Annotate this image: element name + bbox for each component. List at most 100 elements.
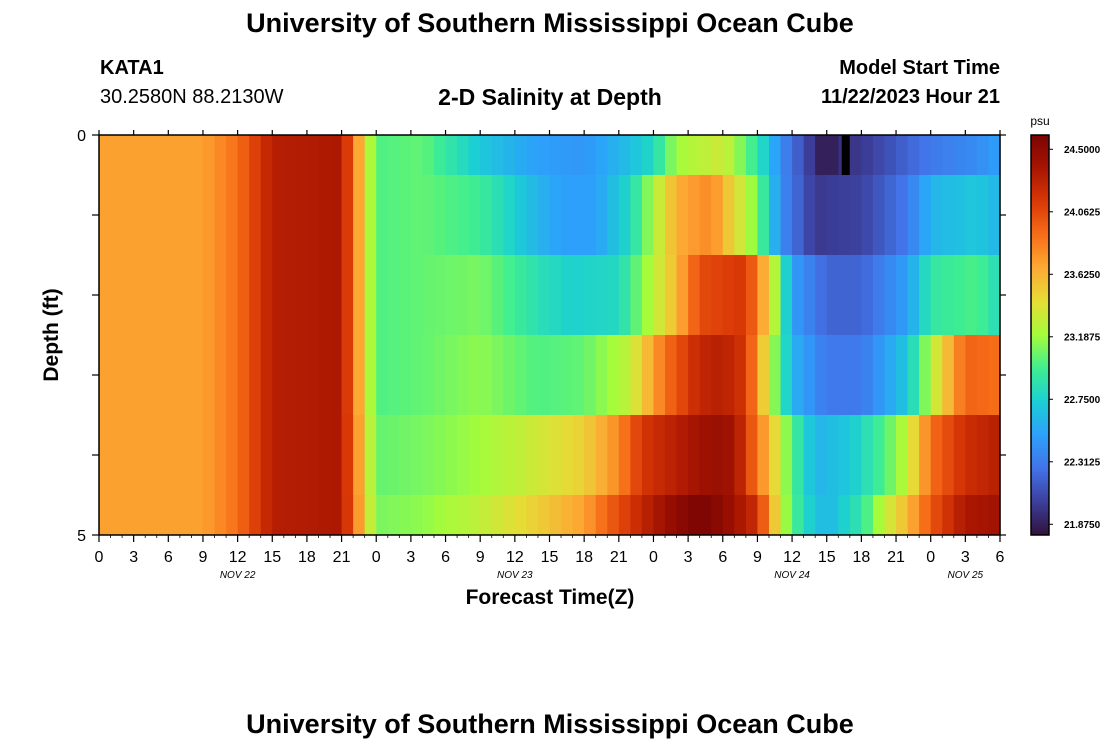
heatmap-cell — [399, 495, 412, 535]
heatmap-cell — [503, 495, 516, 535]
heatmap-cell — [237, 175, 250, 255]
heatmap-cell — [803, 335, 816, 415]
heatmap-cell — [445, 175, 458, 255]
heatmap-cell — [387, 135, 400, 175]
heatmap-cell — [214, 335, 227, 415]
heatmap-cell — [549, 335, 562, 415]
heatmap-cell — [318, 135, 331, 175]
colorbar-label: 22.3125 — [1064, 457, 1100, 468]
heatmap-cell — [722, 415, 735, 495]
heatmap-cell — [653, 255, 666, 335]
heatmap-cell — [792, 255, 805, 335]
colorbar-label: 23.6250 — [1064, 270, 1100, 281]
heatmap-cell — [930, 255, 943, 335]
x-tick-label: 9 — [753, 549, 762, 566]
heatmap-cell — [353, 255, 366, 335]
heatmap-cell — [803, 255, 816, 335]
heatmap-cell — [179, 135, 193, 175]
heatmap-cell — [988, 135, 1001, 175]
heatmap-cell — [249, 495, 262, 535]
heatmap-cell — [942, 415, 955, 495]
heatmap-cells — [99, 135, 1001, 535]
heatmap-cell — [272, 495, 285, 535]
heatmap-cell — [838, 495, 851, 535]
heatmap-cell — [653, 135, 666, 175]
x-tick-label: 0 — [926, 549, 935, 566]
heatmap-cell — [226, 335, 239, 415]
heatmap-cell — [133, 495, 146, 535]
heatmap-cell — [884, 135, 897, 175]
heatmap-cell — [110, 495, 123, 535]
heatmap-cell — [641, 415, 655, 495]
heatmap-cell — [445, 335, 458, 415]
heatmap-cell — [988, 335, 1001, 415]
heatmap-cell — [537, 255, 551, 335]
heatmap-cell — [745, 335, 759, 415]
x-tick-label: 3 — [961, 549, 970, 566]
heatmap-cell — [457, 135, 470, 175]
heatmap-cell — [330, 255, 343, 335]
heatmap-cell — [260, 175, 273, 255]
heatmap-cell — [283, 255, 296, 335]
heatmap-cell — [249, 135, 262, 175]
heatmap-cell — [468, 415, 481, 495]
heatmap-cell — [376, 335, 389, 415]
heatmap-cell — [491, 415, 504, 495]
heatmap-cell — [283, 135, 296, 175]
heatmap-cell — [561, 415, 574, 495]
heatmap-cell — [122, 415, 135, 495]
heatmap-cell — [872, 335, 886, 415]
heatmap-cell — [688, 135, 701, 175]
heatmap-cell — [595, 135, 608, 175]
heatmap-cell — [295, 335, 308, 415]
heatmap-cell — [780, 335, 793, 415]
heatmap-cell — [433, 415, 447, 495]
x-tick-label: 3 — [684, 549, 693, 566]
heatmap-cell — [641, 255, 655, 335]
station-coordinates: 30.2580N 88.2130W — [100, 86, 284, 108]
heatmap-cell — [861, 135, 874, 175]
heatmap-cell — [618, 495, 631, 535]
heatmap-cell — [734, 255, 747, 335]
heatmap-cell — [849, 175, 862, 255]
heatmap-cell — [168, 495, 181, 535]
heatmap-cell — [896, 135, 909, 175]
heatmap-cell — [919, 255, 932, 335]
heatmap-cell — [584, 495, 597, 535]
heatmap-cell — [457, 335, 470, 415]
heatmap-cell — [295, 175, 308, 255]
x-tick-label: 0 — [372, 549, 381, 566]
heatmap-cell — [826, 335, 839, 415]
heatmap-cell — [422, 335, 435, 415]
heatmap-cell — [988, 415, 1001, 495]
heatmap-cell — [722, 175, 735, 255]
heatmap-cell — [202, 495, 216, 535]
heatmap-cell — [283, 415, 296, 495]
heatmap-cell — [433, 255, 447, 335]
heatmap-cell — [618, 335, 631, 415]
heatmap-cell — [202, 175, 216, 255]
heatmap-cell — [214, 495, 227, 535]
heatmap-cell — [768, 415, 782, 495]
heatmap-cell — [676, 495, 689, 535]
heatmap-cell — [399, 255, 412, 335]
heatmap-cell — [838, 335, 851, 415]
heatmap-cell — [318, 495, 331, 535]
heatmap-cell — [468, 175, 481, 255]
heatmap-cell — [191, 495, 204, 535]
heatmap-cell — [641, 495, 655, 535]
heatmap-cell — [503, 255, 516, 335]
heatmap-cell — [480, 255, 493, 335]
heatmap-cell — [618, 255, 631, 335]
heatmap-cell — [537, 175, 551, 255]
heatmap-cell — [618, 175, 631, 255]
heatmap-cell — [803, 175, 816, 255]
heatmap-cell — [711, 175, 724, 255]
heatmap-cell — [826, 495, 839, 535]
heatmap-cell — [792, 335, 805, 415]
heatmap-cell — [711, 495, 724, 535]
heatmap-cell — [768, 175, 782, 255]
heatmap-cell — [191, 175, 204, 255]
colorbar-label: 23.1875 — [1064, 332, 1100, 343]
heatmap-cell — [803, 495, 816, 535]
